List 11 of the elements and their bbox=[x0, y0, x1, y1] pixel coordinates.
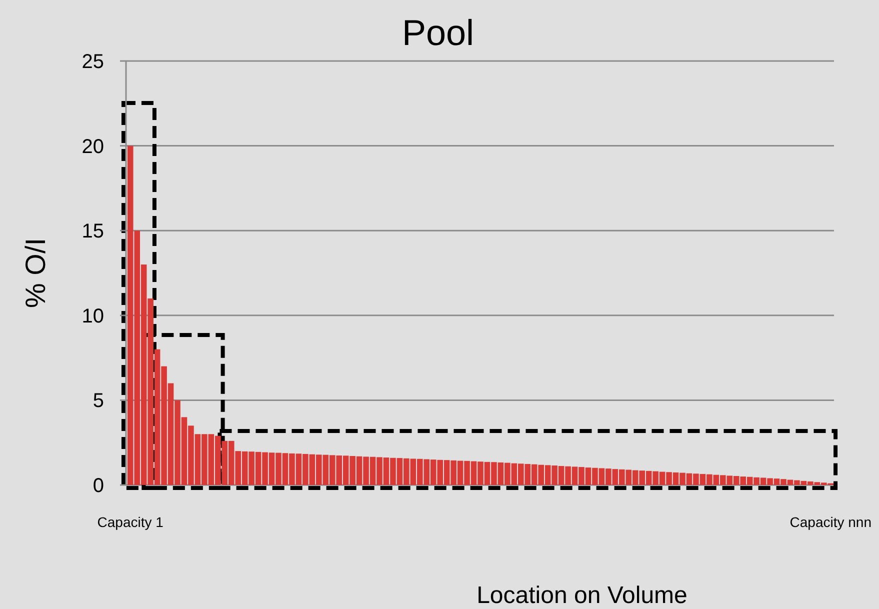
y-axis-title: % O/I bbox=[20, 238, 51, 308]
y-tick-label: 0 bbox=[92, 475, 104, 497]
x-tick-label: Capacity 1 bbox=[97, 514, 164, 530]
y-tick-label: 20 bbox=[82, 136, 104, 158]
chart-title: Pool bbox=[402, 12, 474, 53]
y-tick-label: 5 bbox=[92, 390, 104, 412]
y-tick-label: 10 bbox=[82, 305, 104, 328]
x-axis-title: Location on Volume bbox=[476, 582, 688, 609]
x-tick-label: Capacity nnn bbox=[790, 514, 872, 530]
y-tick-label: 15 bbox=[82, 220, 104, 243]
y-tick-label: 25 bbox=[82, 51, 104, 73]
